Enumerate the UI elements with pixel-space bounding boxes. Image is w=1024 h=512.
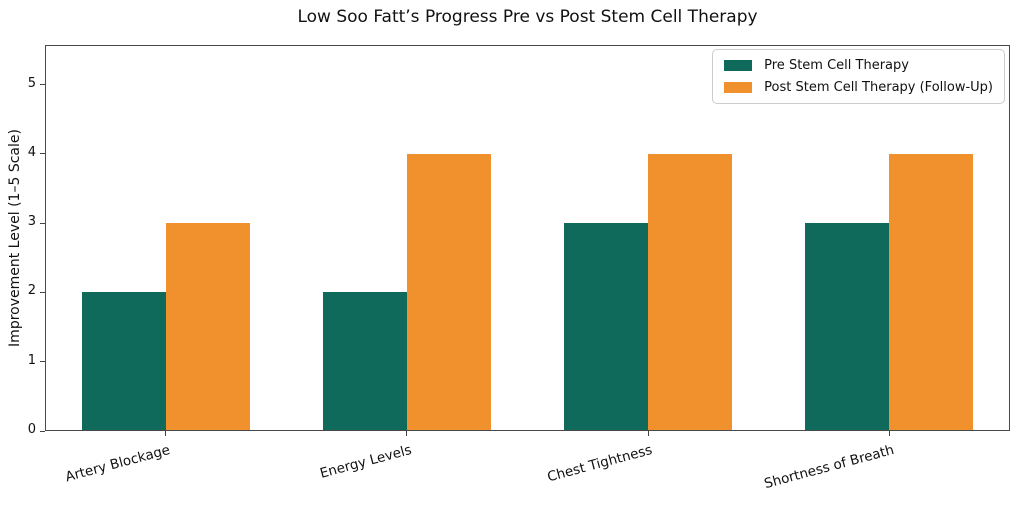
x-tick-label: Artery Blockage [63, 442, 172, 486]
bar [322, 292, 407, 430]
bar [805, 223, 890, 430]
bar [165, 223, 250, 430]
x-tick-mark [406, 431, 408, 436]
bar [406, 153, 491, 430]
legend-swatch [724, 60, 753, 71]
x-tick-mark [888, 431, 890, 436]
y-tick-mark [40, 84, 45, 85]
y-tick-mark [40, 222, 45, 224]
x-tick-label: Energy Levels [317, 442, 414, 482]
y-tick-mark [40, 430, 45, 432]
y-tick-label: 2 [27, 283, 36, 299]
y-tick-label: 1 [27, 352, 36, 368]
y-tick-label: 5 [27, 75, 36, 91]
bar [889, 153, 974, 430]
y-axis-label: Improvement Level (1–5 Scale) [7, 129, 23, 347]
bar [648, 153, 733, 430]
bar [564, 223, 649, 430]
bar [81, 292, 166, 430]
legend-label: Pre Stem Cell Therapy [764, 58, 909, 73]
y-tick-label: 3 [27, 214, 36, 230]
legend-item: Pre Stem Cell Therapy [724, 58, 993, 73]
x-tick-label: Shortness of Breath [762, 442, 896, 493]
y-tick-mark [40, 361, 45, 363]
legend-swatch [724, 82, 753, 93]
x-tick-mark [165, 431, 167, 436]
y-tick-label: 4 [27, 144, 36, 160]
x-tick-mark [647, 431, 649, 436]
chart-title: Low Soo Fatt’s Progress Pre vs Post Stem… [297, 7, 758, 27]
y-tick-mark [40, 291, 45, 293]
x-tick-label: Chest Tightness [545, 442, 655, 486]
y-tick-mark [40, 153, 45, 155]
legend-label: Post Stem Cell Therapy (Follow-Up) [764, 80, 993, 95]
legend: Pre Stem Cell Therapy Post Stem Cell Ther… [712, 49, 1005, 104]
y-tick-label: 0 [27, 422, 36, 437]
legend-item: Post Stem Cell Therapy (Follow-Up) [724, 80, 993, 95]
